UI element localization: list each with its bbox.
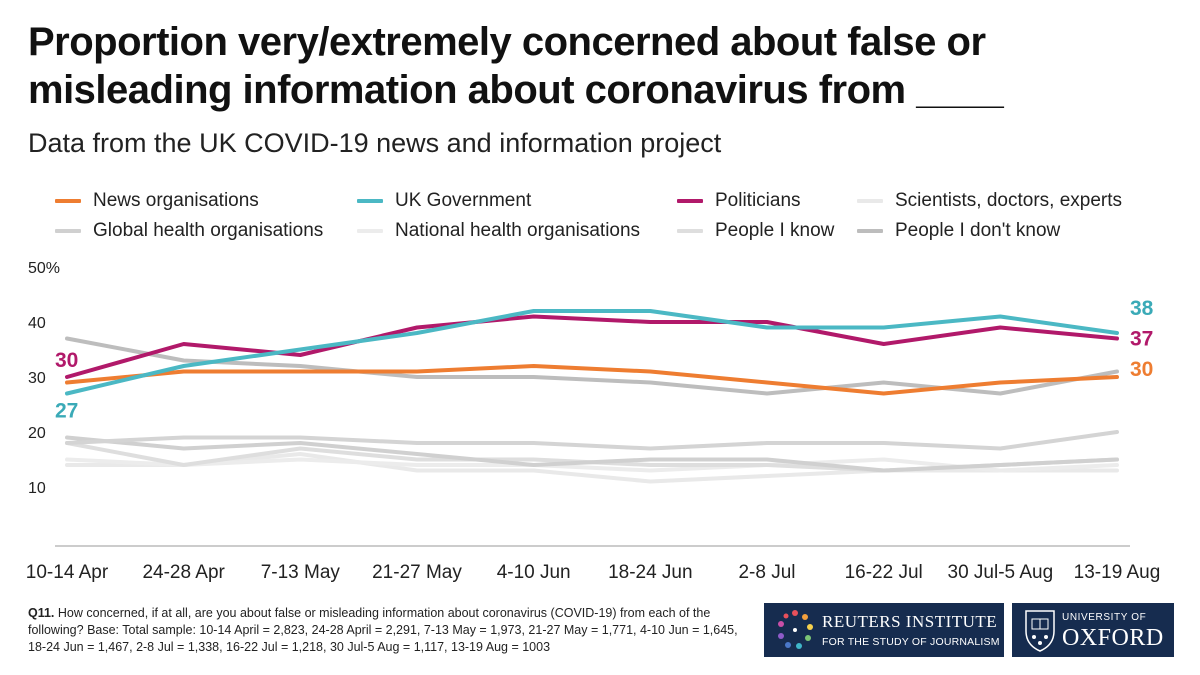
x-tick-label: 21-27 May: [372, 562, 462, 583]
end-value-label: 37: [1130, 328, 1153, 351]
x-tick-label: 16-22 Jul: [845, 562, 923, 583]
oxford-logo-line2: OXFORD: [1062, 625, 1164, 651]
legend-swatch: [55, 198, 81, 203]
end-value-label: 38: [1130, 297, 1154, 320]
legend-label: UK Government: [395, 190, 532, 211]
legend-swatch: [857, 198, 883, 203]
reuters-logo-line1: REUTERS INSTITUTE: [822, 612, 998, 631]
y-tick-label: 10: [28, 480, 46, 497]
end-value-label: 30: [1130, 358, 1153, 381]
legend-label: Politicians: [715, 190, 801, 211]
legend-item-national-health: National health organisations: [357, 218, 640, 244]
legend-item-people-i-know: People I know: [677, 218, 834, 244]
legend-item-uk-government: UK Government: [357, 188, 531, 214]
oxford-logo: UNIVERSITY OF OXFORD: [1012, 603, 1174, 657]
legend-label: Scientists, doctors, experts: [895, 190, 1123, 211]
y-tick-label: 50%: [28, 260, 60, 277]
legend-swatch: [857, 228, 883, 233]
series-line: [65, 435, 1119, 473]
chart-subtitle: Data from the UK COVID-19 news and infor…: [28, 128, 722, 158]
chart-title: Proportion very/extremely concerned abou…: [28, 20, 1004, 112]
series-line: [65, 430, 1119, 451]
x-tick-label: 7-13 May: [261, 562, 341, 583]
legend-label: People I know: [715, 220, 835, 241]
legend-label: People I don't know: [895, 220, 1061, 241]
legend-item-people-i-dont-know: People I don't know: [857, 218, 1060, 244]
series-line: [65, 309, 1119, 396]
legend-label: Global health organisations: [93, 220, 324, 241]
series-line: [65, 452, 1119, 484]
x-tick-label: 18-24 Jun: [608, 562, 693, 583]
x-tick-label: 10-14 Apr: [26, 562, 109, 583]
line-chart: 10 20 30 40 50% 10-14 Apr 24-28 Apr 7-13 May 21-…: [26, 260, 1161, 583]
reuters-logo-line2: FOR THE STUDY OF JOURNALISM: [822, 636, 1000, 648]
legend-swatch: [357, 198, 383, 203]
footnote: Q11. How concerned, if at all, are you a…: [28, 605, 748, 656]
legend-swatch: [55, 228, 81, 233]
y-tick-label: 20: [28, 425, 46, 442]
start-value-label: 30: [55, 349, 78, 372]
footnote-label: Q11.: [28, 606, 55, 620]
reuters-dots-icon: [778, 610, 813, 649]
legend-item-news-organisations: News organisations: [55, 188, 259, 214]
reuters-institute-logo: REUTERS INSTITUTE FOR THE STUDY OF JOURN…: [764, 603, 1004, 657]
x-tick-label: 4-10 Jun: [497, 562, 571, 583]
legend-swatch: [677, 198, 703, 203]
series-line: [65, 314, 1119, 379]
oxford-logo-line1: UNIVERSITY OF: [1062, 612, 1147, 623]
y-tick-label: 30: [28, 370, 46, 387]
series-line: [65, 364, 1119, 396]
legend-swatch: [357, 228, 383, 233]
x-tick-label: 30 Jul-5 Aug: [948, 562, 1054, 583]
x-tick-label: 13-19 Aug: [1074, 562, 1161, 583]
x-tick-label: 2-8 Jul: [738, 562, 795, 583]
legend-item-scientists: Scientists, doctors, experts: [857, 188, 1122, 214]
legend-swatch: [677, 228, 703, 233]
y-tick-label: 40: [28, 315, 46, 332]
footnote-text: How concerned, if at all, are you about …: [28, 606, 738, 654]
legend-label: National health organisations: [395, 220, 641, 241]
legend-item-global-health: Global health organisations: [55, 218, 323, 244]
oxford-crest-icon: [1025, 610, 1055, 652]
legend-label: News organisations: [93, 190, 259, 211]
series-line: [65, 457, 1119, 473]
start-value-label: 27: [55, 400, 78, 423]
x-tick-label: 24-28 Apr: [142, 562, 225, 583]
legend-item-politicians: Politicians: [677, 188, 801, 214]
